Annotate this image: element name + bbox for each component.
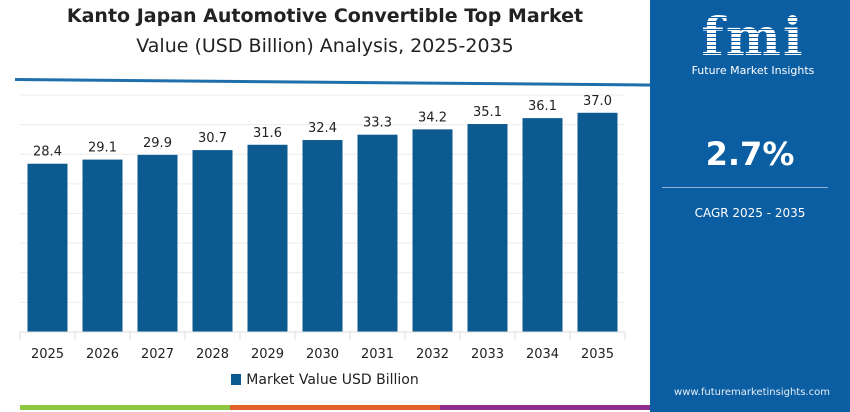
bar	[27, 163, 68, 332]
bar	[302, 140, 343, 332]
x-tick-label: 2026	[86, 347, 119, 362]
x-tick-label: 2034	[526, 347, 559, 362]
bar	[467, 124, 508, 332]
x-tick-label: 2030	[306, 347, 339, 362]
bar	[357, 134, 398, 332]
data-label: 29.9	[143, 136, 172, 151]
x-tick-label: 2027	[141, 347, 174, 362]
data-label: 28.4	[33, 145, 62, 160]
x-tick-label: 2029	[251, 347, 284, 362]
data-label: 29.1	[88, 141, 117, 156]
website-link[interactable]: www.futuremarketinsights.com	[674, 387, 830, 398]
logo-mark: fmi	[678, 10, 828, 66]
legend-label: Market Value USD Billion	[246, 372, 419, 388]
data-label: 30.7	[198, 131, 227, 146]
bar	[137, 154, 178, 332]
bar	[412, 129, 453, 332]
data-label: 32.4	[308, 121, 337, 136]
strip-segment	[20, 405, 230, 410]
x-tick-label: 2032	[416, 347, 449, 362]
bar	[82, 159, 123, 332]
legend-swatch	[231, 374, 242, 385]
x-tick-label: 2025	[31, 347, 64, 362]
data-label: 34.2	[418, 110, 447, 125]
legend: Market Value USD Billion	[0, 372, 650, 388]
x-tick-label: 2035	[581, 347, 614, 362]
chart-title: Kanto Japan Automotive Convertible Top M…	[66, 5, 584, 27]
color-strip	[20, 405, 650, 410]
cagr-value: 2.7%	[705, 135, 795, 173]
data-label: 35.1	[473, 105, 502, 120]
bar-chart: 28.4 2025 29.1 2026 29.9 2027 30.7 2028 31.6 2029…	[19, 94, 626, 362]
bar	[192, 150, 233, 332]
data-label: 33.3	[363, 116, 392, 131]
panel-divider	[662, 187, 828, 188]
cagr-label: CAGR 2025 - 2035	[694, 206, 806, 220]
data-label: 36.1	[528, 99, 557, 114]
fmi-logo: fmi Future Market Insights	[678, 10, 828, 78]
bar	[247, 144, 288, 332]
info-panel: fmi Future Market Insights 2.7% CAGR 202…	[650, 0, 850, 412]
strip-segment	[230, 405, 440, 410]
data-label: 31.6	[253, 126, 282, 141]
x-tick-label: 2031	[361, 347, 394, 362]
strip-segment	[440, 405, 650, 410]
x-tick-label: 2028	[196, 347, 229, 362]
bar	[522, 118, 563, 332]
chart-subtitle: Value (USD Billion) Analysis, 2025-2035	[136, 35, 514, 57]
data-label: 37.0	[583, 94, 612, 109]
logo-subtitle: Future Market Insights	[691, 64, 815, 77]
x-tick-label: 2033	[471, 347, 504, 362]
bar	[577, 112, 618, 333]
